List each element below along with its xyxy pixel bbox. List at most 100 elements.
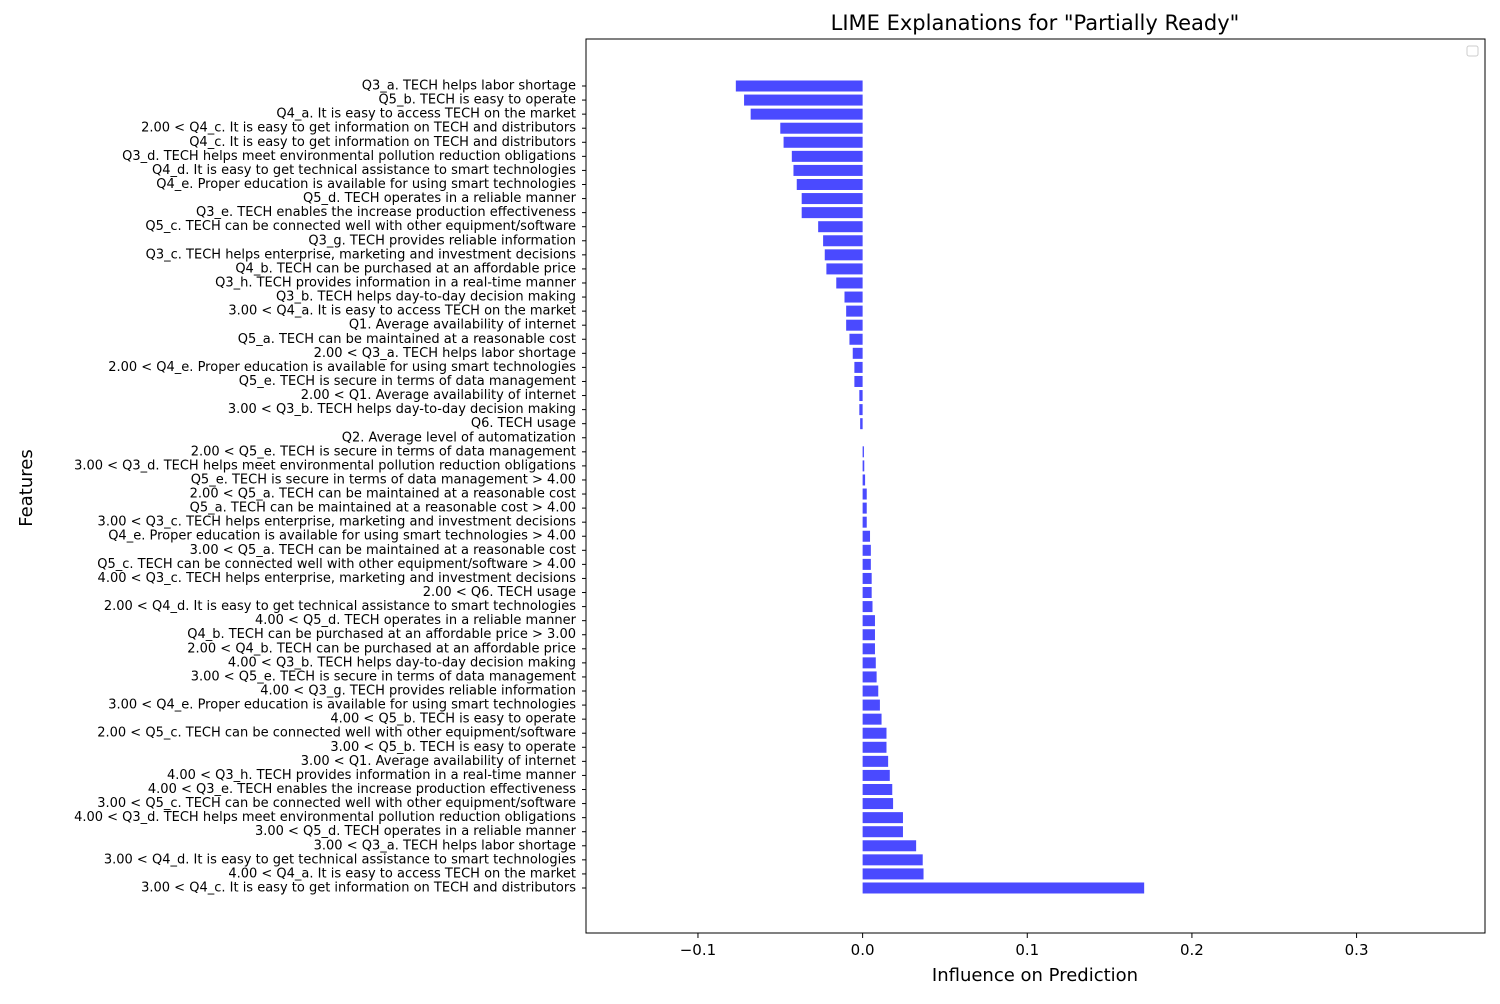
y-tick-label-16: 3.00 < Q4_a. It is easy to access TECH o…: [228, 304, 576, 319]
bar-23: [859, 404, 863, 416]
y-tick-label-56: 4.00 < Q4_a. It is easy to access TECH o…: [228, 866, 576, 881]
bar-15: [844, 291, 863, 303]
bar-8: [801, 193, 863, 205]
y-tick-label-41: 4.00 < Q3_b. TECH helps day-to-day decis…: [228, 655, 576, 670]
bar-49: [862, 769, 890, 781]
bar-37: [862, 601, 873, 613]
y-tick-label-45: 4.00 < Q5_b. TECH is easy to operate: [330, 712, 576, 727]
y-tick-label-15: Q3_b. TECH helps day-to-day decision mak…: [276, 290, 576, 305]
y-tick-label-30: Q5_a. TECH can be maintained at a reason…: [190, 501, 576, 516]
y-tick-label-44: 3.00 < Q4_e. Proper education is availab…: [108, 698, 576, 713]
y-tick-label-57: 3.00 < Q4_c. It is easy to get informati…: [141, 880, 576, 895]
bar-39: [862, 629, 875, 641]
y-tick-label-10: Q5_c. TECH can be connected well with ot…: [145, 219, 576, 234]
bar-40: [862, 643, 875, 655]
bar-52: [862, 812, 903, 824]
bar-51: [862, 798, 894, 810]
bar-47: [862, 741, 887, 753]
bar-46: [862, 727, 887, 739]
y-tick-label-38: 4.00 < Q5_d. TECH operates in a reliable…: [255, 613, 577, 628]
bar-43: [862, 685, 879, 697]
y-tick-label-35: 4.00 < Q3_c. TECH helps enterprise, mark…: [98, 571, 577, 586]
y-tick-label-20: 2.00 < Q4_e. Proper education is availab…: [108, 360, 576, 375]
y-tick-label-8: Q5_d. TECH operates in a reliable manner: [303, 191, 577, 206]
y-tick-label-7: Q4_e. Proper education is available for …: [156, 177, 576, 192]
legend-box: [1466, 45, 1479, 57]
y-tick-label-34: Q5_c. TECH can be connected well with ot…: [97, 557, 576, 572]
bar-50: [862, 784, 893, 795]
y-tick-label-1: Q5_b. TECH is easy to operate: [378, 93, 576, 108]
bar-29: [862, 488, 867, 500]
y-tick-label-40: 2.00 < Q4_b. TECH can be purchased at an…: [187, 641, 576, 656]
bar-41: [862, 657, 876, 669]
bar-28: [862, 474, 866, 486]
y-tick-label-54: 3.00 < Q3_a. TECH helps labor shortage: [314, 838, 576, 853]
y-tick-label-24: Q6. TECH usage: [471, 416, 576, 431]
x-tick-label-0: −0.1: [680, 941, 716, 959]
bar-24: [860, 418, 863, 430]
y-tick-label-12: Q3_c. TECH helps enterprise, marketing a…: [146, 247, 577, 262]
y-tick-label-42: 3.00 < Q5_e. TECH is secure in terms of …: [191, 669, 576, 684]
bar-42: [862, 671, 877, 683]
y-tick-label-31: 3.00 < Q3_c. TECH helps enterprise, mark…: [98, 515, 577, 530]
y-tick-label-25: Q2. Average level of automatization: [342, 430, 576, 445]
bar-1: [744, 94, 863, 106]
y-tick-label-23: 3.00 < Q3_b. TECH helps day-to-day decis…: [228, 402, 576, 417]
bars-layer: [735, 80, 1145, 894]
bar-16: [846, 305, 863, 317]
y-tick-label-36: 2.00 < Q6. TECH usage: [423, 585, 576, 600]
bar-6: [793, 164, 863, 176]
bar-34: [862, 558, 871, 570]
x-ticks: −0.1 0.0 0.1 0.2 0.3: [680, 933, 1369, 959]
x-tick-label-3: 0.2: [1180, 941, 1204, 959]
bar-20: [854, 361, 863, 373]
bar-38: [862, 615, 875, 627]
bar-7: [796, 178, 863, 190]
x-tick-label-4: 0.3: [1345, 941, 1369, 959]
y-axis-label: Features: [16, 449, 37, 526]
y-tick-label-49: 4.00 < Q3_h. TECH provides information i…: [167, 768, 577, 783]
bar-56: [862, 868, 924, 880]
y-tick-label-2: Q4_a. It is easy to access TECH on the m…: [276, 107, 576, 122]
bar-53: [862, 826, 903, 838]
bar-48: [862, 755, 889, 767]
y-tick-label-27: 3.00 < Q3_d. TECH helps meet environment…: [74, 458, 576, 473]
bar-36: [862, 587, 872, 599]
bar-21: [854, 375, 863, 387]
y-tick-label-4: Q4_c. It is easy to get information on T…: [189, 135, 576, 150]
bar-3: [780, 122, 863, 134]
y-tick-label-52: 4.00 < Q3_d. TECH helps meet environment…: [74, 810, 576, 825]
y-tick-label-3: 2.00 < Q4_c. It is easy to get informati…: [141, 121, 576, 136]
bar-11: [823, 235, 863, 247]
bar-55: [862, 854, 923, 866]
bar-4: [783, 136, 863, 148]
bar-0: [735, 80, 863, 92]
y-tick-label-32: Q4_e. Proper education is available for …: [108, 529, 576, 544]
y-tick-label-39: Q4_b. TECH can be purchased at an afford…: [187, 627, 576, 642]
bar-22: [859, 390, 863, 402]
y-tick-label-26: 2.00 < Q5_e. TECH is secure in terms of …: [191, 444, 576, 459]
y-tick-label-50: 4.00 < Q3_e. TECH enables the increase p…: [148, 782, 576, 797]
y-tick-label-13: Q4_b. TECH can be purchased at an afford…: [235, 261, 576, 276]
y-tick-label-5: Q3_d. TECH helps meet environmental poll…: [122, 149, 576, 164]
bar-32: [862, 530, 871, 542]
y-tick-label-17: Q1. Average availability of internet: [349, 318, 576, 333]
bar-14: [836, 277, 863, 289]
y-tick-label-47: 3.00 < Q5_b. TECH is easy to operate: [330, 740, 576, 755]
y-tick-label-9: Q3_e. TECH enables the increase producti…: [196, 205, 576, 220]
bar-18: [849, 333, 863, 345]
x-tick-label-2: 0.1: [1015, 941, 1039, 959]
y-tick-label-33: 3.00 < Q5_a. TECH can be maintained at a…: [190, 543, 576, 558]
bar-57: [862, 882, 1145, 894]
y-tick-label-29: 2.00 < Q5_a. TECH can be maintained at a…: [190, 487, 576, 502]
bar-35: [862, 572, 872, 584]
bar-2: [750, 108, 863, 120]
y-tick-label-22: 2.00 < Q1. Average availability of inter…: [301, 388, 576, 403]
bar-13: [826, 263, 863, 275]
y-tick-label-46: 2.00 < Q5_c. TECH can be connected well …: [97, 726, 576, 741]
y-tick-label-28: Q5_e. TECH is secure in terms of data ma…: [191, 472, 576, 487]
chart-title: LIME Explanations for "Partially Ready": [831, 11, 1240, 35]
